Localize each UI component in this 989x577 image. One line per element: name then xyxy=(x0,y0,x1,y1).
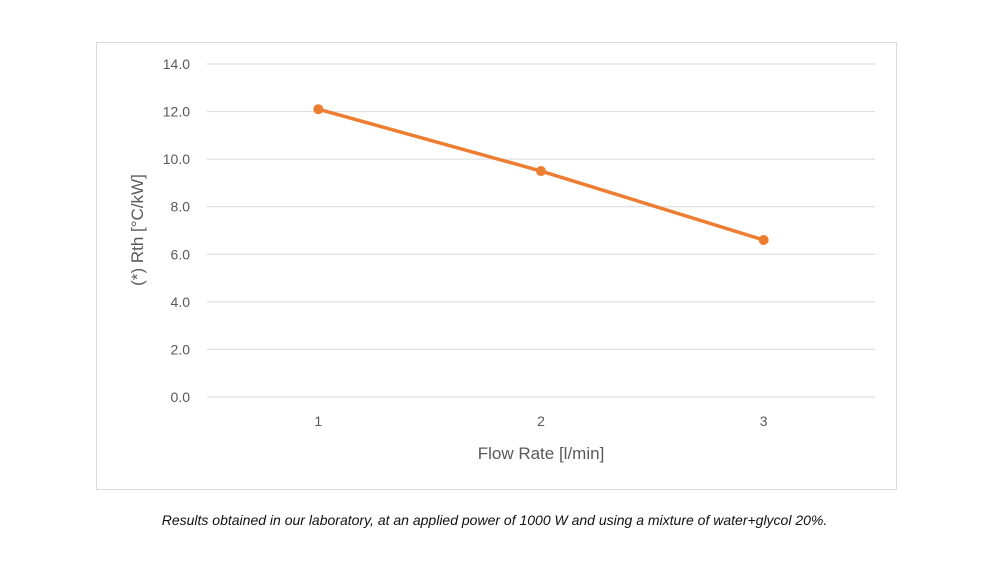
x-tick-label: 2 xyxy=(537,413,545,429)
x-tick-label: 1 xyxy=(314,413,322,429)
y-tick-label: 8.0 xyxy=(171,199,191,215)
x-tick-label: 3 xyxy=(760,413,768,429)
y-tick-label: 0.0 xyxy=(171,389,191,405)
y-tick-label: 4.0 xyxy=(171,294,191,310)
data-point xyxy=(313,104,324,115)
y-tick-label: 2.0 xyxy=(171,341,191,357)
x-axis-label: Flow Rate [l/min] xyxy=(478,444,605,463)
caption: Results obtained in our laboratory, at a… xyxy=(161,512,828,528)
chart-frame xyxy=(96,42,897,490)
y-tick-label: 6.0 xyxy=(171,246,191,262)
y-tick-label: 14.0 xyxy=(163,56,190,72)
y-tick-label: 12.0 xyxy=(163,104,190,120)
y-axis-label: (*) Rth [°C/kW] xyxy=(128,174,147,286)
data-point xyxy=(758,235,769,246)
y-tick-label: 10.0 xyxy=(163,151,190,167)
data-point xyxy=(536,166,546,177)
